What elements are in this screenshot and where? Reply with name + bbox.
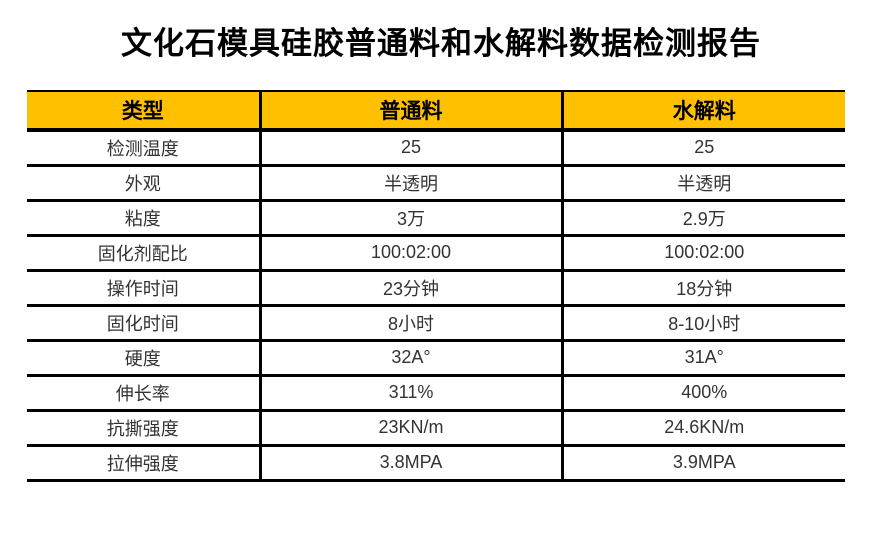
hydrolyzed-value: 400% [562, 375, 845, 412]
row-label: 抗撕强度 [27, 410, 262, 447]
table-row: 固化时间 8小时 8-10小时 [27, 305, 845, 342]
row-label: 操作时间 [27, 270, 262, 307]
hydrolyzed-value: 24.6KN/m [562, 410, 845, 447]
ordinary-value: 3.8MPA [260, 445, 564, 482]
table-row: 抗撕强度 23KN/m 24.6KN/m [27, 410, 845, 447]
table-row: 检测温度 25 25 [27, 130, 845, 167]
header-cell-ordinary: 普通料 [260, 90, 564, 132]
data-table: 类型 普通料 水解料 检测温度 25 25 外观 半透明 半透明 粘度 3万 2… [27, 90, 845, 482]
row-label: 粘度 [27, 200, 262, 237]
ordinary-value: 25 [260, 130, 564, 167]
ordinary-value: 8小时 [260, 305, 564, 342]
ordinary-value: 32A° [260, 340, 564, 377]
hydrolyzed-value: 8-10小时 [562, 305, 845, 342]
row-label: 检测温度 [27, 130, 262, 167]
row-label: 固化剂配比 [27, 235, 262, 272]
table-row: 伸长率 311% 400% [27, 375, 845, 412]
row-label: 伸长率 [27, 375, 262, 412]
table-row: 拉伸强度 3.8MPA 3.9MPA [27, 445, 845, 482]
row-label: 外观 [27, 165, 262, 202]
table-body: 检测温度 25 25 外观 半透明 半透明 粘度 3万 2.9万 固化剂配比 1… [27, 130, 845, 482]
report-page: 文化石模具硅胶普通料和水解料数据检测报告 类型 普通料 水解料 检测温度 25 … [0, 22, 882, 547]
ordinary-value: 23KN/m [260, 410, 564, 447]
ordinary-value: 100:02:00 [260, 235, 564, 272]
row-label: 固化时间 [27, 305, 262, 342]
header-cell-hydrolyzed: 水解料 [562, 90, 845, 132]
hydrolyzed-value: 3.9MPA [562, 445, 845, 482]
table-row: 操作时间 23分钟 18分钟 [27, 270, 845, 307]
ordinary-value: 23分钟 [260, 270, 564, 307]
hydrolyzed-value: 25 [562, 130, 845, 167]
table-row: 外观 半透明 半透明 [27, 165, 845, 202]
page-title: 文化石模具硅胶普通料和水解料数据检测报告 [121, 26, 761, 61]
ordinary-value: 3万 [260, 200, 564, 237]
hydrolyzed-value: 2.9万 [562, 200, 845, 237]
header-row: 类型 普通料 水解料 [27, 90, 845, 132]
ordinary-value: 311% [260, 375, 564, 412]
hydrolyzed-value: 18分钟 [562, 270, 845, 307]
row-label: 硬度 [27, 340, 262, 377]
table-row: 固化剂配比 100:02:00 100:02:00 [27, 235, 845, 272]
row-label: 拉伸强度 [27, 445, 262, 482]
table-row: 粘度 3万 2.9万 [27, 200, 845, 237]
table-row: 硬度 32A° 31A° [27, 340, 845, 377]
hydrolyzed-value: 100:02:00 [562, 235, 845, 272]
header-cell-type: 类型 [27, 90, 262, 132]
hydrolyzed-value: 31A° [562, 340, 845, 377]
hydrolyzed-value: 半透明 [562, 165, 845, 202]
ordinary-value: 半透明 [260, 165, 564, 202]
